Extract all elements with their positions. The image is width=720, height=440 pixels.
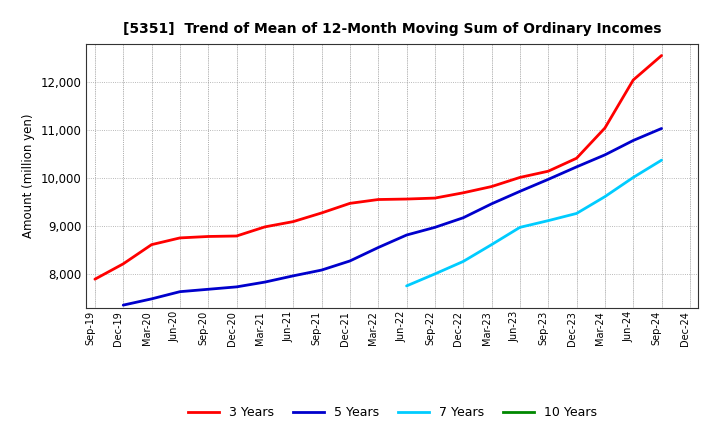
3 Years (516, 175, 524, 180)
3 Years (318, 210, 326, 216)
3 Years (629, 77, 637, 83)
5 Years (572, 164, 581, 169)
3 Years (572, 156, 581, 161)
3 Years (346, 201, 354, 206)
Line: 7 Years: 7 Years (407, 160, 662, 286)
5 Years (289, 273, 297, 279)
3 Years (261, 224, 269, 230)
5 Years (261, 279, 269, 285)
5 Years (119, 302, 127, 308)
7 Years (516, 225, 524, 230)
3 Years (657, 53, 666, 58)
Line: 5 Years: 5 Years (123, 128, 662, 305)
3 Years (487, 184, 496, 189)
5 Years (176, 289, 184, 294)
Title: [5351]  Trend of Mean of 12-Month Moving Sum of Ordinary Incomes: [5351] Trend of Mean of 12-Month Moving … (123, 22, 662, 36)
7 Years (572, 211, 581, 216)
5 Years (629, 138, 637, 143)
5 Years (431, 225, 439, 230)
3 Years (431, 195, 439, 201)
Line: 3 Years: 3 Years (95, 55, 662, 279)
3 Years (374, 197, 382, 202)
Y-axis label: Amount (million yen): Amount (million yen) (22, 114, 35, 238)
7 Years (487, 242, 496, 247)
5 Years (516, 189, 524, 194)
7 Years (402, 283, 411, 289)
5 Years (318, 268, 326, 273)
3 Years (204, 234, 212, 239)
5 Years (657, 126, 666, 131)
3 Years (402, 196, 411, 202)
3 Years (459, 190, 467, 195)
3 Years (176, 235, 184, 241)
3 Years (600, 125, 609, 131)
3 Years (544, 169, 552, 174)
5 Years (402, 232, 411, 238)
5 Years (374, 245, 382, 250)
5 Years (459, 215, 467, 220)
7 Years (459, 259, 467, 264)
5 Years (487, 201, 496, 206)
5 Years (600, 152, 609, 158)
5 Years (148, 296, 156, 301)
3 Years (289, 219, 297, 224)
5 Years (346, 258, 354, 264)
3 Years (148, 242, 156, 247)
5 Years (544, 177, 552, 182)
5 Years (233, 284, 241, 290)
7 Years (431, 271, 439, 277)
Legend: 3 Years, 5 Years, 7 Years, 10 Years: 3 Years, 5 Years, 7 Years, 10 Years (183, 401, 602, 424)
3 Years (119, 261, 127, 267)
7 Years (544, 218, 552, 223)
3 Years (91, 277, 99, 282)
7 Years (629, 175, 637, 180)
7 Years (657, 158, 666, 163)
7 Years (600, 194, 609, 199)
3 Years (233, 233, 241, 238)
5 Years (204, 286, 212, 292)
